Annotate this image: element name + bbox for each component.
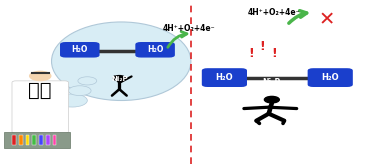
FancyArrowPatch shape xyxy=(168,32,187,47)
FancyBboxPatch shape xyxy=(202,68,247,87)
Circle shape xyxy=(30,71,51,81)
Text: 4H⁺+O₂+4e⁻: 4H⁺+O₂+4e⁻ xyxy=(163,24,215,33)
Text: 👨‍🔬: 👨‍🔬 xyxy=(28,81,52,100)
Circle shape xyxy=(78,77,97,85)
Text: Ni₂P: Ni₂P xyxy=(111,76,128,82)
Text: H₂O: H₂O xyxy=(321,73,339,82)
Ellipse shape xyxy=(51,22,191,100)
FancyBboxPatch shape xyxy=(12,81,68,133)
Text: 4H⁺+O₂+4e⁻: 4H⁺+O₂+4e⁻ xyxy=(248,8,300,17)
FancyBboxPatch shape xyxy=(60,42,99,58)
Bar xyxy=(46,135,50,146)
Circle shape xyxy=(113,76,125,81)
Text: H₂O: H₂O xyxy=(147,45,163,54)
Bar xyxy=(53,135,56,146)
Text: H₂O: H₂O xyxy=(71,45,88,54)
FancyBboxPatch shape xyxy=(5,132,70,148)
Bar xyxy=(33,135,36,146)
Circle shape xyxy=(57,94,87,107)
Bar xyxy=(26,135,29,146)
FancyBboxPatch shape xyxy=(308,68,353,87)
Text: !: ! xyxy=(248,47,254,60)
Bar xyxy=(39,135,43,146)
Bar xyxy=(19,135,23,146)
Circle shape xyxy=(264,96,279,103)
FancyBboxPatch shape xyxy=(135,42,175,58)
Text: Ni₂P: Ni₂P xyxy=(263,78,281,87)
Circle shape xyxy=(68,86,91,96)
Text: !: ! xyxy=(260,40,265,53)
Text: H₂O: H₂O xyxy=(215,73,233,82)
Text: ✕: ✕ xyxy=(318,11,335,30)
FancyArrowPatch shape xyxy=(289,11,307,23)
Text: !: ! xyxy=(271,47,277,60)
Bar xyxy=(12,135,16,146)
